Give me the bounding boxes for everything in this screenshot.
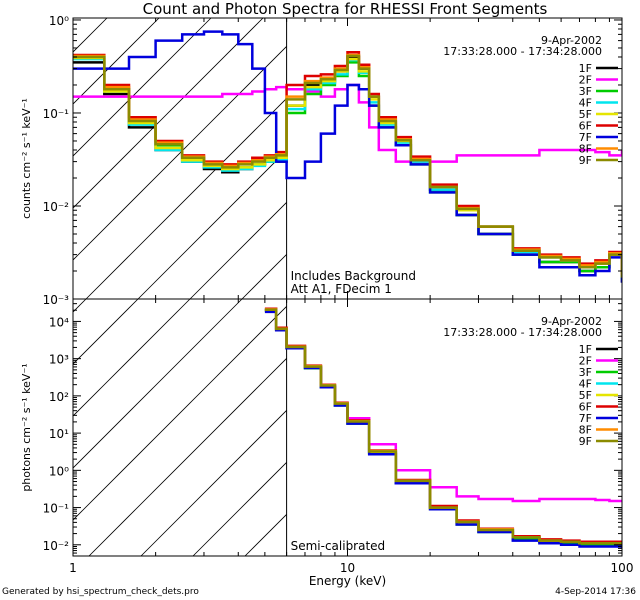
top-y-tick-label: 10⁰ (49, 14, 69, 28)
top-y-axis-label: counts cm⁻² s⁻¹ keV⁻¹ (20, 98, 33, 219)
bottom-series-group (264, 307, 622, 549)
top-legend-label: 6F (579, 120, 592, 133)
bottom-panel: 1 10 100 Energy (keV) 10⁻² 10⁻¹ 10⁰ 10¹ 10² 10³ 10… (20, 298, 640, 588)
hatch-line (73, 299, 139, 365)
bottom-y-tick-label: 10² (49, 390, 69, 404)
bottom-legend-label: 3F (579, 366, 592, 379)
top-legend-label: 7F (579, 131, 592, 144)
hatch-line (73, 299, 191, 417)
hatch-line (73, 18, 212, 157)
bottom-legend-label: 7F (579, 412, 592, 425)
footer-timestamp: 4-Sep-2014 17:36 (555, 587, 636, 597)
bottom-x-tick-label: 10 (340, 561, 355, 575)
bottom-annotation: Semi-calibrated (291, 539, 386, 553)
bottom-legend-label: 2F (579, 355, 592, 368)
top-panel: 10⁻³ 10⁻² 10⁻¹ 10⁰ counts cm⁻² s⁻¹ keV⁻¹ 9-Ap… (20, 14, 640, 307)
top-date-label: 9-Apr-2002 (541, 34, 602, 47)
top-legend-label: 5F (579, 108, 592, 121)
bottom-hatched-region (73, 299, 640, 556)
hatch-line (73, 18, 264, 209)
footer-generated-by: Generated by hsi_spectrum_check_dets.pro (2, 587, 199, 597)
hatch-line (73, 305, 287, 521)
hatch-line (192, 461, 287, 556)
hatch-line (73, 299, 243, 469)
top-series-9F (73, 54, 622, 278)
top-y-tick-label: 10⁻¹ (43, 107, 70, 121)
bottom-legend-label: 6F (579, 401, 592, 414)
hatch-line (140, 409, 287, 556)
hatch-line (294, 18, 575, 299)
bottom-x-axis-label: Energy (keV) (309, 574, 386, 588)
figure-title: Count and Photon Spectra for RHESSI Fron… (143, 0, 548, 18)
top-legend-label: 4F (579, 97, 592, 110)
top-annotation: Att A1, FDecim 1 (291, 282, 392, 296)
bottom-y-axis-label: photons cm⁻² s⁻¹ keV⁻¹ (20, 363, 33, 491)
bottom-legend-label: 8F (579, 424, 592, 437)
top-series-7F (73, 30, 622, 283)
bottom-legend-label: 4F (579, 378, 592, 391)
top-y-tick-label: 10⁻³ (43, 293, 70, 307)
bottom-x-tick-label: 100 (611, 561, 634, 575)
bottom-legend-label: 5F (579, 389, 592, 402)
top-annotation: Includes Background (291, 269, 416, 283)
bottom-x-tick-label: 1 (69, 561, 77, 575)
hatch-line (85, 97, 287, 299)
top-series-group (73, 30, 622, 283)
hatch-line (73, 18, 160, 105)
hatch-line (609, 299, 640, 556)
bottom-legend-label: 9F (579, 435, 592, 448)
bottom-series-7F (264, 310, 622, 549)
bottom-legend-label: 1F (579, 343, 592, 356)
bottom-y-tick-label: 10⁻² (43, 539, 70, 553)
bottom-date-label: 9-Apr-2002 (541, 315, 602, 328)
hatch-line (189, 201, 287, 299)
bottom-series-1F (264, 308, 622, 549)
top-time-range-label: 17:33:28.000 - 17:34:28.000 (443, 45, 602, 58)
top-hatched-region (73, 18, 640, 299)
top-y-tick-label: 10⁻² (43, 200, 70, 214)
hatch-line (88, 357, 287, 556)
bottom-time-range-label: 17:33:28.000 - 17:34:28.000 (443, 326, 602, 339)
bottom-series-9F (264, 308, 622, 545)
top-legend-label: 1F (579, 62, 592, 75)
bottom-y-tick-label: 10⁻¹ (43, 502, 70, 516)
bottom-y-tick-label: 10³ (49, 353, 69, 367)
top-legend-label: 8F (579, 143, 592, 156)
bottom-y-tick-label: 10⁴ (49, 315, 69, 329)
bottom-y-tick-label: 10¹ (49, 427, 69, 441)
top-legend-label: 9F (579, 154, 592, 167)
bottom-series-3F (264, 309, 622, 547)
bottom-y-tick-label: 10⁰ (49, 464, 69, 478)
hatch-line (398, 18, 640, 299)
top-legend-label: 2F (579, 74, 592, 87)
hatch-line (73, 45, 287, 261)
top-legend-label: 3F (579, 85, 592, 98)
